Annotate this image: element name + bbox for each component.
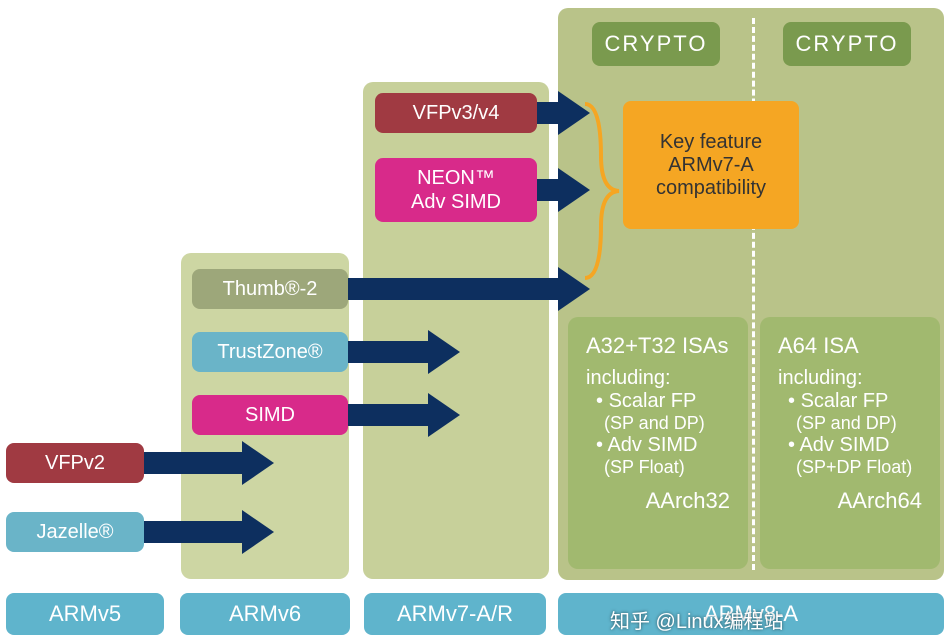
isa64-item1: Adv SIMD — [788, 434, 922, 457]
isa32-sub1: (SP Float) — [586, 457, 730, 478]
label-armv5: ARMv5 — [6, 593, 164, 635]
key-feature-line2: ARMv7-A — [656, 154, 766, 177]
isa32-including: including: — [586, 367, 730, 390]
pill-neon: NEON™ Adv SIMD — [375, 158, 537, 222]
isa32-item1: Adv SIMD — [596, 434, 730, 457]
pill-vfpv34: VFPv3/v4 — [375, 93, 537, 133]
isa32-title: A32+T32 ISAs — [586, 333, 730, 359]
watermark: 知乎 @Linux编程站 — [610, 605, 784, 634]
pill-trustzone: TrustZone® — [192, 332, 348, 372]
isa32-box: A32+T32 ISAs including: Scalar FP (SP an… — [568, 317, 748, 569]
isa32-arch: AArch32 — [586, 488, 730, 514]
pill-neon-text: NEON™ Adv SIMD — [411, 166, 501, 214]
pill-thumb2: Thumb®-2 — [192, 269, 348, 309]
isa64-box: A64 ISA including: Scalar FP (SP and DP)… — [760, 317, 940, 569]
key-feature-line3: compatibility — [656, 177, 766, 200]
isa32-item0: Scalar FP — [596, 390, 730, 413]
isa64-including: including: — [778, 367, 922, 390]
pill-simd: SIMD — [192, 395, 348, 435]
key-feature-line1: Key feature — [656, 131, 766, 154]
crypto-left: CRYPTO — [592, 22, 720, 66]
isa32-sub0: (SP and DP) — [586, 413, 730, 434]
isa64-title: A64 ISA — [778, 333, 922, 359]
label-armv7: ARMv7-A/R — [364, 593, 546, 635]
label-armv6: ARMv6 — [180, 593, 350, 635]
key-feature-box: Key feature ARMv7-A compatibility — [623, 101, 799, 229]
isa64-item0: Scalar FP — [788, 390, 922, 413]
pill-vfpv2: VFPv2 — [6, 443, 144, 483]
isa64-arch: AArch64 — [778, 488, 922, 514]
pill-jazelle: Jazelle® — [6, 512, 144, 552]
isa64-sub0: (SP and DP) — [778, 413, 922, 434]
isa64-sub1: (SP+DP Float) — [778, 457, 922, 478]
crypto-right: CRYPTO — [783, 22, 911, 66]
